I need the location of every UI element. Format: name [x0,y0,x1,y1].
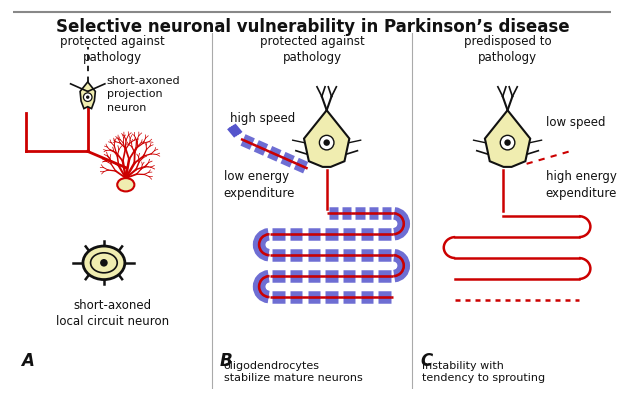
Ellipse shape [117,178,134,192]
Polygon shape [485,110,530,167]
Circle shape [320,135,334,150]
Text: oligodendrocytes
stabilize mature neurons: oligodendrocytes stabilize mature neuron… [224,361,362,383]
Text: low energy
expenditure: low energy expenditure [224,170,295,200]
Text: protected against
pathology: protected against pathology [260,35,365,64]
Text: short-axoned
projection
neuron: short-axoned projection neuron [107,76,180,113]
Text: protected against
pathology: protected against pathology [60,35,165,64]
Circle shape [84,93,92,101]
Text: high energy
expenditure: high energy expenditure [546,170,617,200]
Polygon shape [304,110,349,167]
Polygon shape [80,82,95,109]
Text: instability with
tendency to sprouting: instability with tendency to sprouting [422,361,545,383]
Text: B: B [220,352,232,370]
Circle shape [100,259,108,267]
Text: C: C [420,352,432,370]
Text: Selective neuronal vulnerability in Parkinson’s disease: Selective neuronal vulnerability in Park… [56,18,569,36]
Text: predisposed to
pathology: predisposed to pathology [463,35,551,64]
Text: A: A [21,352,34,370]
Text: high speed: high speed [230,112,295,124]
Ellipse shape [83,246,125,280]
Circle shape [86,95,89,99]
Text: short-axoned
local circuit neuron: short-axoned local circuit neuron [56,299,169,328]
Ellipse shape [90,253,117,273]
Circle shape [323,139,330,146]
Circle shape [504,139,511,146]
Text: low speed: low speed [546,117,605,129]
Circle shape [501,135,515,150]
